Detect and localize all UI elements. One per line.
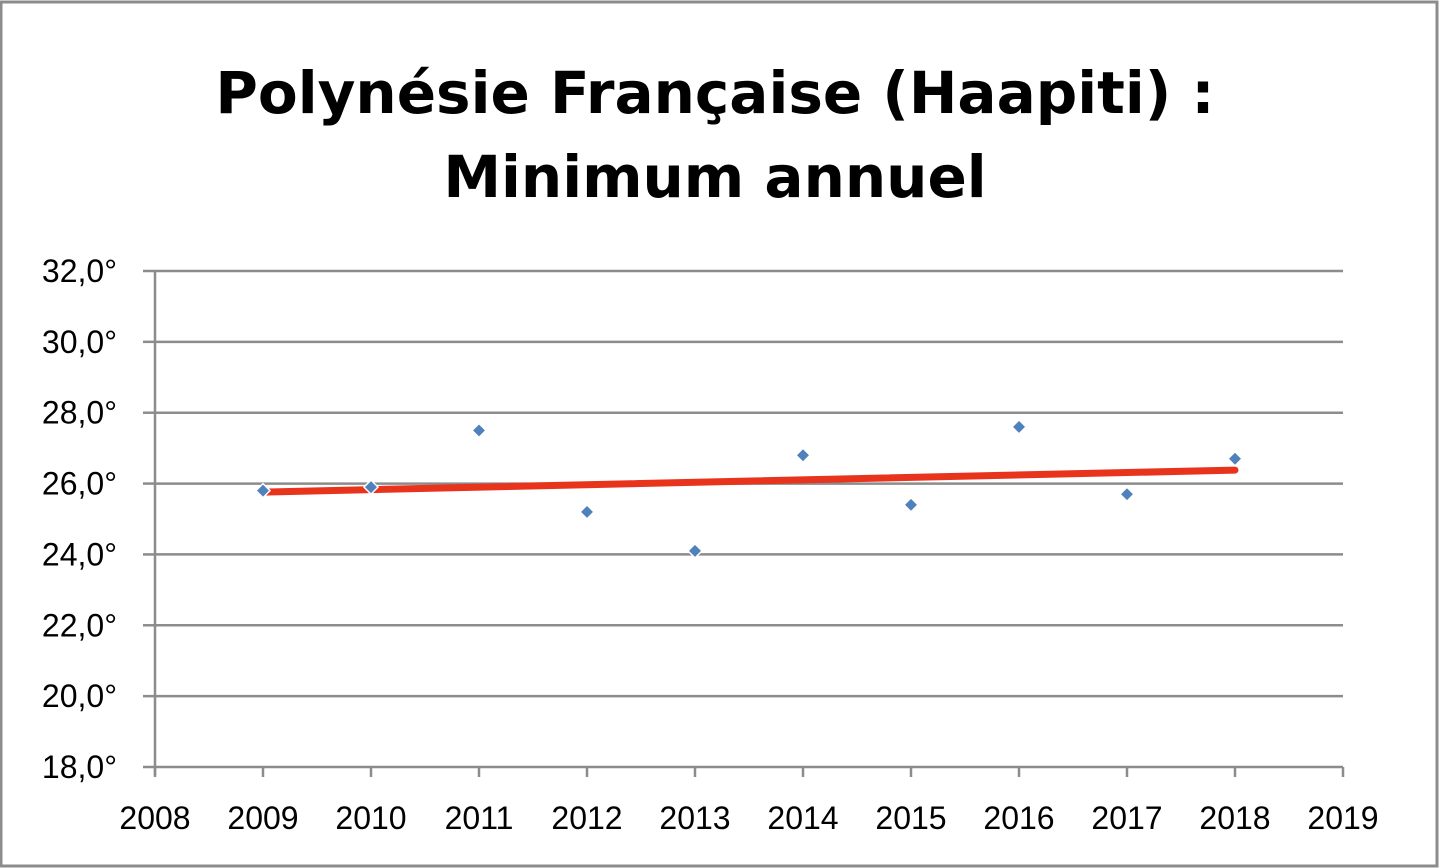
x-tick-label: 2015 [875, 800, 946, 836]
data-point [254, 482, 272, 499]
data-point [902, 496, 920, 513]
x-tick-label: 2010 [335, 800, 406, 836]
trendline [259, 466, 1239, 496]
y-tick-label: 28,0° [42, 395, 117, 431]
trendline-layer [259, 466, 1239, 496]
axes [143, 269, 1345, 777]
data-points [254, 418, 1244, 559]
y-tick-label: 24,0° [42, 536, 117, 572]
x-tick-label: 2013 [659, 800, 730, 836]
chart-title-line-2: Minimum annuel [443, 143, 986, 211]
y-tick-label: 32,0° [42, 253, 117, 289]
x-tick-label: 2009 [227, 800, 298, 836]
data-point [470, 422, 488, 439]
x-tick-label: 2018 [1199, 800, 1270, 836]
x-tick-label: 2016 [983, 800, 1054, 836]
data-point [1010, 418, 1028, 435]
x-tick-label: 2008 [119, 800, 190, 836]
x-tick-label: 2012 [551, 800, 622, 836]
x-tick-label: 2019 [1307, 800, 1378, 836]
x-tick-label: 2011 [445, 800, 514, 836]
gridlines [155, 269, 1343, 698]
data-point [794, 447, 812, 464]
y-tick-label: 22,0° [42, 607, 117, 643]
data-point [1226, 450, 1244, 467]
data-point [1118, 486, 1136, 503]
x-tick-label: 2017 [1091, 800, 1162, 836]
x-tick-label: 2014 [767, 800, 838, 836]
data-point [686, 542, 704, 559]
data-point [362, 479, 380, 496]
y-tick-label: 30,0° [42, 324, 117, 360]
y-tick-label: 20,0° [42, 678, 117, 714]
data-point [578, 503, 596, 520]
y-tick-labels: 18,0° 20,0° 22,0° 24,0° 26,0° 28,0° 30,0° 32,0° [42, 253, 117, 785]
x-tick-labels: 2008 2009 2010 2011 2012 2013 2014 2015 2016 2017… [119, 800, 1378, 836]
chart-title-line-1: Polynésie Française (Haapiti) : [215, 59, 1214, 127]
y-tick-label: 18,0° [42, 749, 117, 785]
y-tick-label: 26,0° [42, 466, 117, 502]
